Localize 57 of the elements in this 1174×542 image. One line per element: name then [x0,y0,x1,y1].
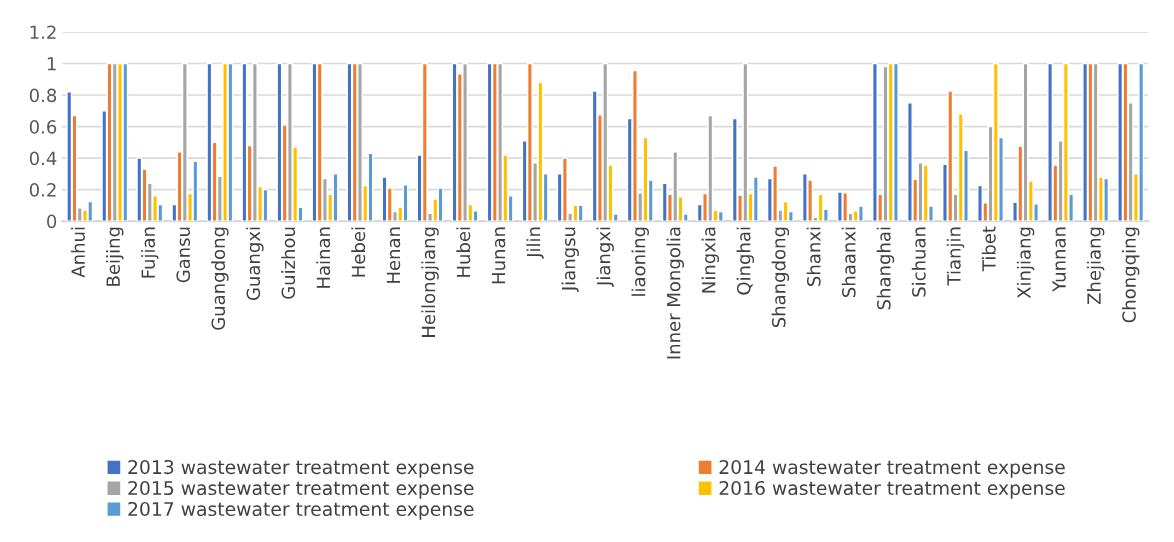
bar [276,62,283,222]
x-tick-label: Gansu [176,227,191,283]
bar [717,210,724,222]
x-tick-label: Tianjin [946,227,965,286]
x-tick-label: Inner Mongolia [666,227,684,359]
x-tick-label: Jiangsu [561,227,579,293]
x-tick-label: Anhui [71,227,85,278]
legend-label: 2015 wastewater treatment expense [128,480,474,499]
x-tick-label: Hebei [351,227,366,277]
x-tick-label: Xinjiang [1016,227,1035,299]
x-tick-label: Guangxi [246,227,264,301]
y-tick-label: 0.4 [29,151,57,166]
x-tick-label: Qinghai [736,227,755,295]
x-tick-label: liaoning [631,227,649,296]
x-tick-label: Shaanxi [841,227,856,297]
bar [181,62,188,222]
bar [66,91,73,222]
bar [241,62,248,222]
x-tick-label: Shangdong [771,227,790,328]
legend-label: 2016 wastewater treatment expense [719,480,1065,499]
x-tick-label: Shanxi [806,227,821,286]
bar [421,62,428,222]
x-tick-label: Jiangxi [596,227,614,287]
x-tick-label: Henan [386,227,401,283]
y-tick-label: 0.2 [29,183,56,197]
y-tick-label: 0.6 [29,120,57,134]
bar [136,157,143,222]
x-tick-label: Fujian [141,227,159,278]
legend-label: 2013 wastewater treatment expense [128,459,474,478]
x-tick-label: Tibet [981,226,996,272]
x-tick-label: Chongqing [1121,227,1140,323]
bar [731,117,738,222]
y-tick-label: 1 [47,57,56,71]
bar [1047,62,1054,222]
x-tick-label: Heilongjiang [421,227,439,337]
y-tick-label: 0 [47,214,57,229]
x-tick-label: Ningxia [701,227,720,293]
x-tick-label: Sichuan [911,227,926,297]
y-tick-label: 0.8 [29,88,57,103]
x-tick-label: Hunan [491,227,506,284]
x-tick-label: Zhejiang [1086,227,1105,305]
bar [752,176,759,222]
bar [857,205,864,222]
y-tick-label: 1.2 [30,25,56,39]
x-tick-label: Hubei [456,227,471,277]
x-tick-label: Jilin [526,227,544,259]
legend-label: 2017 wastewater treatment expense [128,501,474,520]
x-tick-label: Beijing [106,227,124,286]
bar [661,182,668,222]
x-tick-label: Guizhou [281,227,296,299]
x-tick-label: Hainan [316,227,331,288]
bar [526,62,533,222]
x-tick-label: Guangdong [211,227,229,330]
legend-label: 2014 wastewater treatment expense [719,459,1065,478]
x-tick-label: Shanghai [876,227,895,310]
bar [561,157,568,222]
x-tick-label: Yunnan [1052,227,1066,292]
